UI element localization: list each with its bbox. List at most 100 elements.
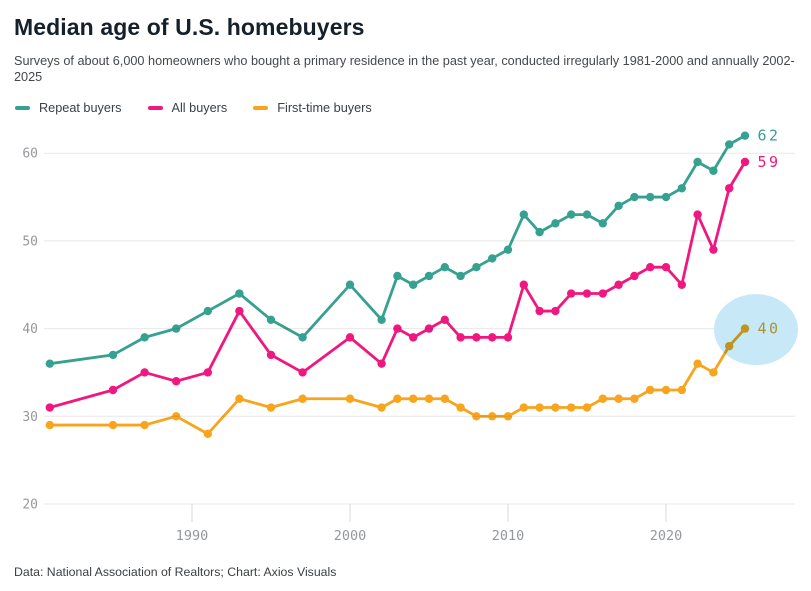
data-point-all-buyers-2019 (646, 263, 655, 272)
data-point-repeat-buyers-2020 (661, 192, 671, 202)
data-point-repeat-buyers-2010 (503, 245, 513, 254)
data-point-all-buyers-2006 (440, 315, 449, 325)
x-axis-label-2000: 2000 (334, 528, 367, 544)
data-point-first-time-buyers-2007 (456, 403, 465, 412)
data-point-first-time-buyers-2008 (472, 412, 481, 421)
legend-item-first-time-buyers: First-time buyers (253, 101, 372, 115)
data-point-all-buyers-2020 (661, 263, 671, 272)
data-point-repeat-buyers-2017 (614, 201, 623, 211)
data-point-first-time-buyers-2016 (598, 394, 607, 403)
data-point-first-time-buyers-1987 (140, 420, 149, 430)
data-point-first-time-buyers-2013 (551, 403, 560, 412)
data-point-all-buyers-1991 (203, 368, 212, 377)
end-label-first-time-buyers: 40 (758, 320, 781, 338)
y-axis-label-40: 40 (22, 322, 38, 337)
source-credit: Data: National Association of Realtors; … (14, 565, 337, 579)
data-point-repeat-buyers-2011 (519, 210, 528, 219)
data-point-repeat-buyers-2021 (677, 184, 686, 193)
data-point-all-buyers-2023 (709, 245, 718, 254)
legend-item-repeat-buyers: Repeat buyers (15, 101, 122, 115)
data-point-repeat-buyers-2002 (377, 315, 386, 325)
series-line-all-buyers (48, 160, 747, 409)
data-point-repeat-buyers-2025 (740, 131, 750, 140)
data-point-first-time-buyers-2002 (377, 403, 386, 412)
data-point-repeat-buyers-2004 (409, 280, 418, 289)
data-point-all-buyers-2013 (551, 306, 560, 316)
series-repeat-buyers (45, 131, 750, 368)
data-point-first-time-buyers-2009 (488, 412, 497, 421)
data-point-all-buyers-2003 (393, 324, 402, 333)
legend-label-first-time-buyers: First-time buyers (277, 101, 372, 115)
data-point-all-buyers-2009 (488, 333, 497, 342)
data-point-repeat-buyers-2015 (582, 210, 592, 219)
data-point-all-buyers-1993 (235, 306, 244, 316)
data-point-all-buyers-1987 (140, 368, 149, 377)
legend-swatch-first-time-buyers (253, 106, 269, 110)
series-line-first-time-buyers (48, 327, 747, 436)
data-point-first-time-buyers-1985 (108, 420, 118, 430)
data-point-repeat-buyers-2008 (472, 263, 481, 272)
data-point-all-buyers-1981 (45, 403, 54, 412)
data-point-first-time-buyers-2020 (661, 385, 671, 395)
data-point-all-buyers-2005 (424, 324, 434, 333)
x-axis-label-1990: 1990 (176, 528, 209, 544)
y-axis-label-50: 50 (22, 234, 38, 249)
end-label-all-buyers: 59 (758, 153, 781, 171)
data-point-repeat-buyers-2012 (535, 227, 544, 237)
x-axis-label-2020: 2020 (650, 528, 683, 544)
data-point-repeat-buyers-2018 (630, 192, 639, 202)
chart-header: Median age of U.S. homebuyers Surveys of… (0, 0, 811, 116)
legend-item-all-buyers: All buyers (147, 101, 228, 115)
data-point-first-time-buyers-2023 (709, 368, 718, 377)
legend-swatch-all-buyers (147, 106, 163, 110)
data-point-first-time-buyers-2006 (440, 394, 449, 403)
data-point-first-time-buyers-2010 (503, 412, 513, 421)
data-point-all-buyers-2024 (725, 184, 734, 193)
data-point-first-time-buyers-2017 (614, 394, 623, 403)
data-point-repeat-buyers-1997 (298, 333, 307, 342)
data-point-first-time-buyers-2005 (424, 394, 434, 403)
data-point-first-time-buyers-1993 (235, 394, 244, 403)
data-point-first-time-buyers-2012 (535, 403, 544, 412)
data-point-all-buyers-2016 (598, 289, 607, 298)
y-axis-label-60: 60 (22, 147, 38, 162)
data-point-repeat-buyers-2005 (424, 271, 434, 281)
data-point-first-time-buyers-2025 (740, 324, 750, 333)
data-point-repeat-buyers-2000 (345, 280, 355, 289)
legend-label-all-buyers: All buyers (171, 101, 228, 115)
series-first-time-buyers (45, 324, 750, 439)
data-point-all-buyers-2017 (614, 280, 623, 289)
data-point-all-buyers-2004 (409, 333, 418, 342)
line-chart: 20 30 40 50 60 1990 2000 2010 2020 62 59 40 (22, 127, 798, 544)
data-point-repeat-buyers-2023 (709, 166, 718, 175)
data-point-first-time-buyers-2015 (582, 403, 592, 412)
data-point-repeat-buyers-2003 (393, 271, 402, 281)
data-point-first-time-buyers-1981 (45, 420, 54, 430)
highlight-circle (714, 294, 798, 366)
data-point-all-buyers-1995 (266, 350, 276, 360)
end-label-repeat-buyers: 62 (758, 127, 781, 145)
data-point-repeat-buyers-1989 (172, 324, 181, 333)
data-point-repeat-buyers-1991 (203, 306, 212, 316)
data-point-repeat-buyers-2007 (456, 271, 465, 281)
x-axis-label-2010: 2010 (492, 528, 525, 544)
data-point-all-buyers-2021 (677, 280, 686, 289)
data-point-first-time-buyers-2024 (725, 341, 734, 351)
data-point-repeat-buyers-1981 (45, 359, 54, 368)
data-point-all-buyers-1985 (108, 385, 118, 395)
data-point-repeat-buyers-2006 (440, 263, 449, 272)
data-point-first-time-buyers-1989 (172, 412, 181, 421)
legend-label-repeat-buyers: Repeat buyers (39, 101, 122, 115)
data-point-all-buyers-2022 (693, 210, 702, 219)
data-point-all-buyers-2002 (377, 359, 386, 368)
legend: Repeat buyers All buyers First-time buye… (15, 100, 795, 116)
y-axis-label-20: 20 (22, 498, 38, 513)
data-point-first-time-buyers-2014 (567, 403, 576, 412)
legend-swatch-repeat-buyers (15, 106, 30, 110)
data-point-all-buyers-2015 (582, 289, 592, 298)
data-point-repeat-buyers-1985 (108, 350, 118, 360)
data-point-first-time-buyers-2011 (519, 403, 528, 412)
chart-title: Median age of U.S. homebuyers (14, 14, 365, 40)
data-point-all-buyers-2007 (456, 333, 465, 342)
